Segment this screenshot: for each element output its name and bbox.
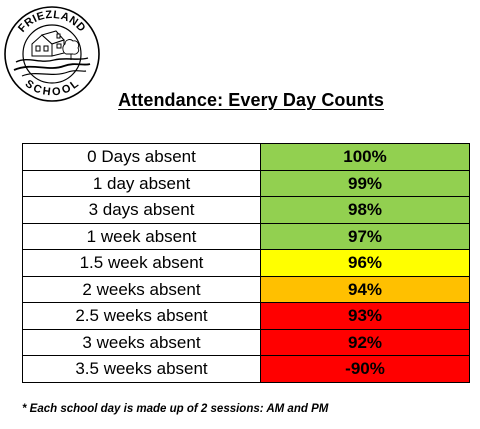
table-row: 1 day absent 99% [22, 169, 470, 197]
table-row: 3.5 weeks absent -90% [22, 355, 470, 383]
attendance-cell: 97% [260, 222, 470, 250]
absence-cell: 0 Days absent [22, 143, 261, 171]
attendance-cell: 98% [260, 196, 470, 224]
table-row: 0 Days absent 100% [22, 143, 470, 171]
footnote: * Each school day is made up of 2 sessio… [22, 403, 329, 415]
absence-cell: 1.5 week absent [22, 249, 261, 277]
attendance-cell: 100% [260, 143, 470, 171]
attendance-table: 0 Days absent 100% 1 day absent 99% 3 days a… [22, 143, 470, 383]
house-icon [31, 30, 65, 57]
attendance-cell: -90% [260, 355, 470, 383]
absence-cell: 1 week absent [22, 222, 261, 250]
attendance-cell: 94% [260, 275, 470, 303]
absence-cell: 3 days absent [22, 196, 261, 224]
table-row: 1 week absent 97% [22, 222, 470, 250]
absence-cell: 2 weeks absent [22, 275, 261, 303]
table-row: 1.5 week absent 96% [22, 249, 470, 277]
table-row: 3 weeks absent 92% [22, 328, 470, 356]
attendance-cell: 92% [260, 328, 470, 356]
svg-text:SCHOOL: SCHOOL [23, 78, 82, 99]
absence-cell: 2.5 weeks absent [22, 302, 261, 330]
table-row: 3 days absent 98% [22, 196, 470, 224]
page-title: Attendance: Every Day Counts [118, 90, 384, 110]
attendance-cell: 99% [260, 169, 470, 197]
absence-cell: 3.5 weeks absent [22, 355, 261, 383]
absence-cell: 3 weeks absent [22, 328, 261, 356]
tree-icon [62, 39, 80, 60]
attendance-cell: 93% [260, 302, 470, 330]
table-row: 2 weeks absent 94% [22, 275, 470, 303]
table-row: 2.5 weeks absent 93% [22, 302, 470, 330]
absence-cell: 1 day absent [22, 169, 261, 197]
svg-text:FRIEZLAND: FRIEZLAND [16, 9, 88, 35]
school-logo: FRIEZLAND SCHOOL [4, 6, 100, 102]
attendance-cell: 96% [260, 249, 470, 277]
